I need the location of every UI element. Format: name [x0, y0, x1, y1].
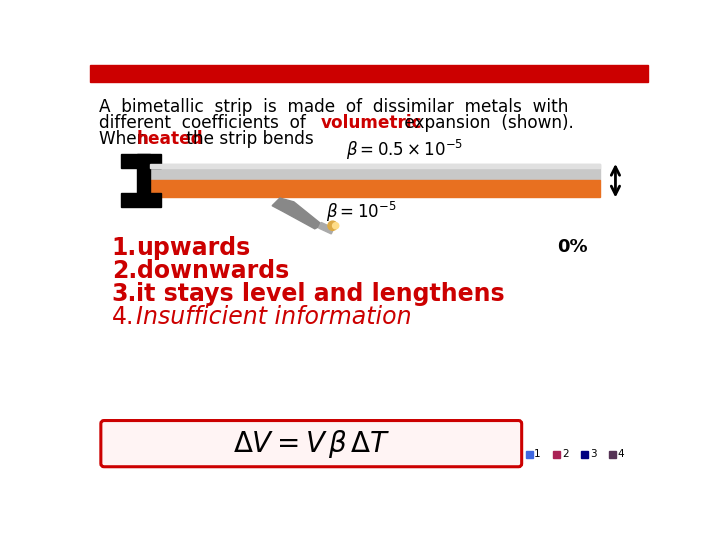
FancyBboxPatch shape [101, 421, 522, 467]
Text: 2: 2 [562, 449, 569, 459]
Bar [121, 154, 161, 168]
Bar [121, 193, 161, 207]
Text: downwards: downwards [137, 259, 289, 283]
Text: different  coefficients  of: different coefficients of [99, 114, 312, 132]
Bar [150, 179, 600, 197]
Bar [137, 154, 150, 200]
Text: 4.: 4. [112, 305, 134, 329]
Circle shape [333, 222, 339, 229]
Text: 0%: 0% [557, 238, 588, 256]
Text: the strip bends: the strip bends [181, 130, 313, 148]
Bar [526, 450, 533, 457]
Text: Insufficient information: Insufficient information [137, 305, 412, 329]
Text: heated: heated [137, 130, 203, 148]
Text: 4: 4 [618, 449, 624, 459]
Text: expansion  (shown).: expansion (shown). [399, 114, 574, 132]
Text: 3.: 3. [112, 282, 137, 306]
Text: volumetric: volumetric [321, 114, 423, 132]
Bar [319, 222, 334, 234]
Polygon shape [272, 198, 323, 229]
Text: $\beta = 10^{-5}$: $\beta = 10^{-5}$ [326, 200, 397, 224]
Text: 1.: 1. [112, 236, 137, 260]
Bar [90, 65, 648, 82]
Text: 3: 3 [590, 449, 596, 459]
Text: A  bimetallic  strip  is  made  of  dissimilar  metals  with: A bimetallic strip is made of dissimilar… [99, 98, 569, 116]
Bar [609, 450, 616, 457]
Text: 2.: 2. [112, 259, 137, 283]
Text: it stays level and lengthens: it stays level and lengthens [137, 282, 505, 306]
Text: $\Delta V = V\, \beta\, \Delta T$: $\Delta V = V\, \beta\, \Delta T$ [233, 428, 390, 460]
Circle shape [328, 221, 337, 231]
Text: 1: 1 [534, 449, 541, 459]
Text: When: When [99, 130, 153, 148]
Text: upwards: upwards [137, 236, 251, 260]
Bar [150, 164, 600, 168]
Bar [150, 164, 600, 179]
Bar [554, 450, 560, 457]
Text: $\beta = 0.5 \times 10^{-5}$: $\beta = 0.5 \times 10^{-5}$ [346, 138, 463, 162]
Bar [581, 450, 588, 457]
